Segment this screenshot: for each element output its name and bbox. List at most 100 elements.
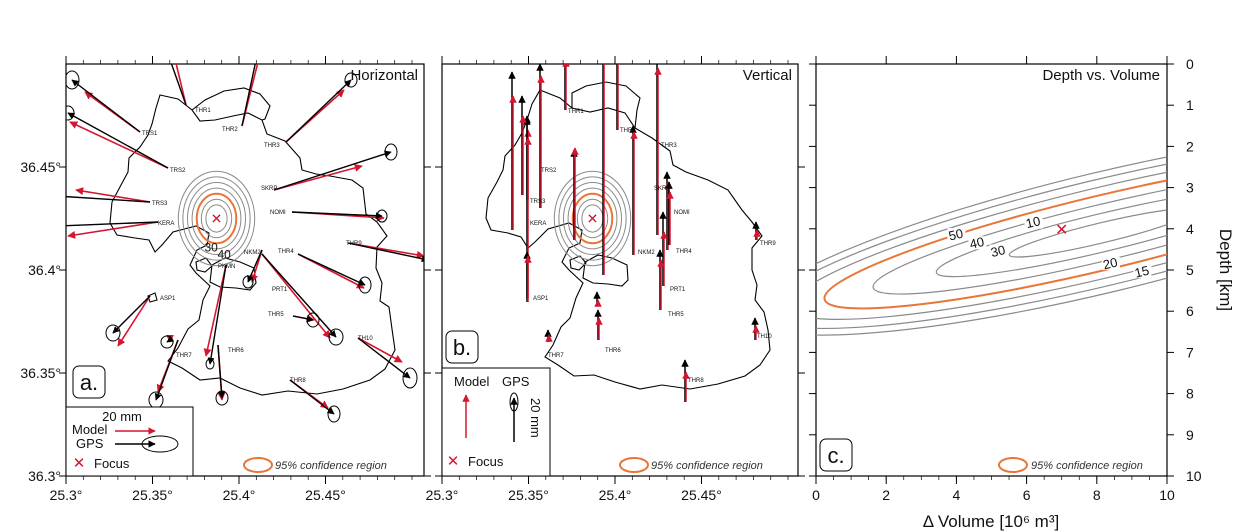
y-tick-label: 36.4°: [28, 262, 61, 278]
station-label: THR8: [688, 378, 704, 384]
kameni-small-outline-b: [569, 255, 587, 271]
kameni-outline: [209, 257, 257, 291]
panel-b-title: Vertical: [743, 67, 792, 84]
legend-a-focus: Focus: [94, 456, 130, 471]
station-label: THR1: [195, 108, 211, 114]
contour-label: 40: [218, 248, 232, 262]
gps-error-ellipse: [205, 358, 215, 370]
misfit-contour: [177, 170, 256, 267]
gps-arrow: [261, 253, 337, 338]
station-label: NKM2: [244, 250, 261, 256]
station-label: TRS3: [152, 201, 168, 207]
station-label: THR3: [264, 143, 280, 149]
legend-a-scale: 20 mm: [102, 409, 142, 424]
panel-b-legend: Model GPS 20 mm ✕ Focus: [441, 367, 551, 477]
station-label: ASP1: [533, 296, 549, 302]
panel-b-letter: b.: [453, 335, 471, 360]
legend-b-model: Model: [454, 374, 490, 389]
gps-error-ellipse: [327, 405, 341, 423]
panel-c-title: Depth vs. Volume: [1042, 67, 1160, 84]
focus-marker: ✕: [211, 212, 223, 228]
station-label: TRS3: [530, 199, 546, 205]
x-tick-label: 25.4°: [223, 487, 256, 503]
panel-a-letter: a.: [80, 370, 98, 395]
gps-arrow: [67, 112, 169, 169]
confidence-contour: [571, 192, 614, 245]
confidence-contour: [195, 192, 238, 245]
gps-error-ellipse: [376, 209, 388, 223]
gps-arrow: [217, 344, 226, 399]
gps-error-ellipse: [66, 105, 75, 121]
gps-error-ellipse: [306, 312, 320, 328]
island-outline: [109, 94, 396, 396]
misfit-contour: [205, 204, 228, 233]
panel-a-confidence-label: 95% confidence region: [275, 460, 387, 472]
y-tick-label: 2: [1186, 138, 1194, 154]
legend-a-focus-icon: ✕: [73, 454, 86, 472]
y-tick-label: 0: [1186, 56, 1194, 72]
model-arrow: [67, 221, 159, 239]
station-label: THR7: [548, 353, 564, 359]
y-tick-label: 36.45°: [20, 159, 61, 175]
x-tick-label: 0: [812, 487, 820, 503]
panel-a-title: Horizontal: [350, 67, 418, 84]
y-tick-label: 8: [1186, 386, 1194, 402]
y-tick-label: 7: [1186, 344, 1194, 360]
contour-label-bg: [1133, 265, 1152, 279]
contour-label: 15: [1133, 263, 1151, 281]
focus-marker: ✕: [587, 212, 599, 228]
station-label: THR2: [620, 128, 636, 134]
model-arrow: [357, 337, 403, 363]
misfit-contour: [558, 176, 627, 261]
station-label: KERA: [530, 221, 546, 227]
gps-error-ellipse: [242, 275, 254, 289]
gps-error-ellipse: [402, 367, 418, 389]
y-tick-label: 9: [1186, 427, 1194, 443]
y-tick-label: 4: [1186, 221, 1194, 237]
model-arrow: [203, 264, 227, 357]
gps-error-ellipse: [160, 335, 174, 349]
x-tick-label: 25.45°: [305, 487, 346, 503]
gps-arrow: [166, 335, 175, 343]
station-label: NOMI: [270, 210, 286, 216]
contour-label-bg: [1101, 256, 1120, 270]
station-label: THR5: [668, 312, 684, 318]
panel-a-letter-box: a.: [72, 365, 106, 399]
contour-label: 20: [1101, 254, 1119, 272]
station-label: TRS1: [142, 131, 158, 137]
station-label: THR9: [760, 241, 776, 247]
contour-label-bg: [989, 244, 1008, 258]
model-arrow: [261, 253, 331, 339]
volume-contours-a: ✕ 30 40: [177, 170, 256, 267]
misfit-contour: [816, 136, 1167, 330]
station-label: ASP1: [160, 296, 176, 302]
x-tick-label: 25.3°: [426, 487, 459, 503]
station-label: THR9: [346, 241, 362, 247]
gps-error-ellipse: [358, 276, 372, 294]
station-label: PRT1: [272, 287, 288, 293]
x-tick-label: 10: [1159, 487, 1175, 503]
misfit-contour: [1008, 207, 1167, 258]
misfit-contour: [816, 129, 1167, 336]
aspronisi-outline: [147, 292, 158, 303]
x-tick-label: 2: [882, 487, 890, 503]
x-tick-label: 4: [953, 487, 961, 503]
gps-arrow: [112, 295, 151, 334]
contour-label: 10: [1024, 213, 1042, 231]
panel-a: 25.3° 25.35° 25.4° 25.45° 36.3° 36.35° 36.4° 36…: [20, 56, 431, 503]
station-label: NKM2: [638, 250, 655, 256]
volume-contours-b: ✕: [553, 170, 632, 267]
x-tick-label: 25.4°: [599, 487, 632, 503]
misfit-contour: [576, 198, 609, 239]
x-tick-label: 8: [1093, 487, 1101, 503]
legend-b-focus-icon: ✕: [447, 452, 460, 470]
x-tick-label: 25.3°: [50, 487, 83, 503]
displacement-arrows-b: [508, 64, 761, 402]
station-label: THR1: [568, 109, 584, 115]
x-tick-label: 25.35°: [508, 487, 549, 503]
confidence-ellipse-icon-b: [619, 457, 649, 473]
model-arrow: [175, 64, 187, 106]
contour-label-bg: [947, 228, 966, 242]
model-arrow: [273, 164, 363, 191]
